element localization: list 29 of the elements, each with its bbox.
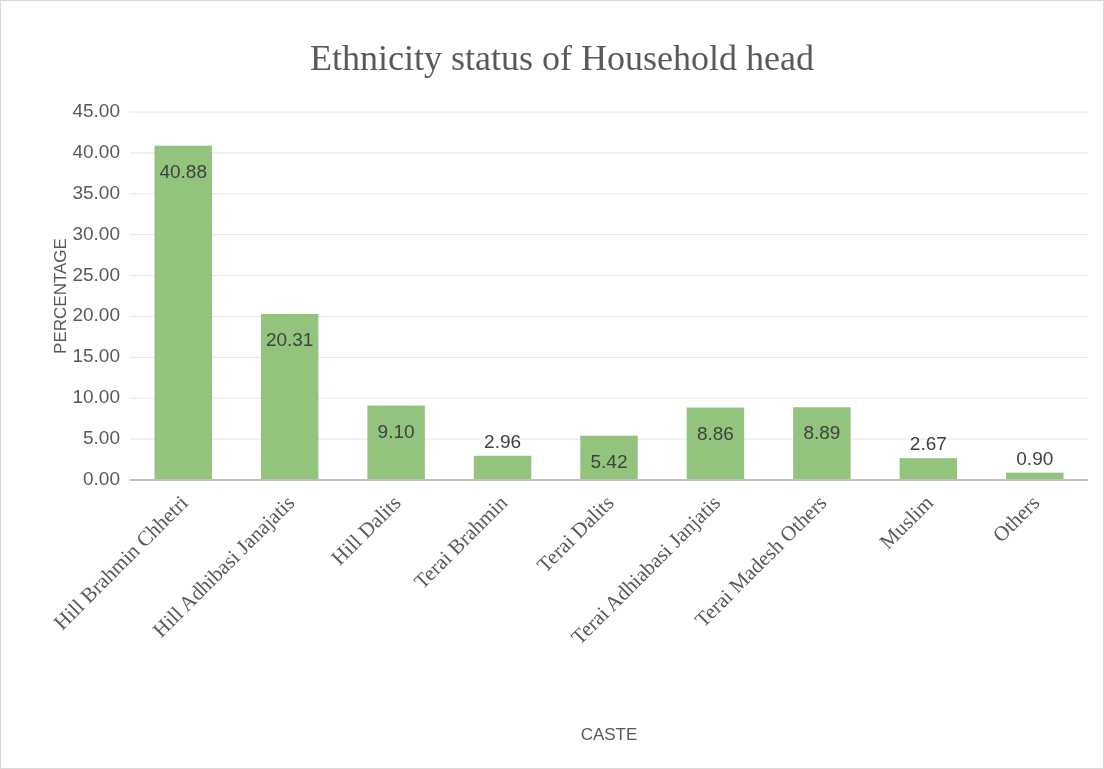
x-axis-title: CASTE — [580, 725, 638, 744]
data-label: 0.90 — [1016, 447, 1054, 469]
bar — [473, 455, 532, 480]
y-tick-label: 0.00 — [83, 468, 120, 490]
y-tick-label: 20.00 — [72, 304, 120, 326]
chart-title: Ethnicity status of Household head — [310, 38, 814, 78]
data-label: 2.96 — [484, 430, 522, 452]
y-tick-label: 40.00 — [72, 140, 120, 162]
bar — [154, 145, 212, 480]
y-tick-label: 45.00 — [72, 100, 120, 122]
y-axis-title: PERCENTAGE — [51, 238, 70, 354]
data-label: 8.89 — [803, 422, 841, 444]
y-tick-label: 30.00 — [72, 222, 120, 244]
data-label: 5.42 — [590, 450, 628, 472]
bar — [260, 313, 319, 480]
bar — [686, 407, 745, 480]
data-label: 20.31 — [265, 328, 314, 350]
bar — [793, 407, 851, 480]
y-tick-label: 35.00 — [72, 181, 120, 203]
bar — [367, 405, 425, 480]
data-label: 8.86 — [696, 422, 734, 444]
data-label: 9.10 — [377, 420, 415, 442]
y-tick-label: 5.00 — [83, 427, 120, 449]
data-label: 2.67 — [909, 433, 947, 455]
y-tick-label: 25.00 — [72, 263, 120, 285]
y-tick-label: 15.00 — [72, 345, 120, 367]
bar — [899, 458, 958, 480]
data-label: 40.88 — [159, 160, 207, 182]
y-tick-label: 10.00 — [72, 386, 120, 408]
